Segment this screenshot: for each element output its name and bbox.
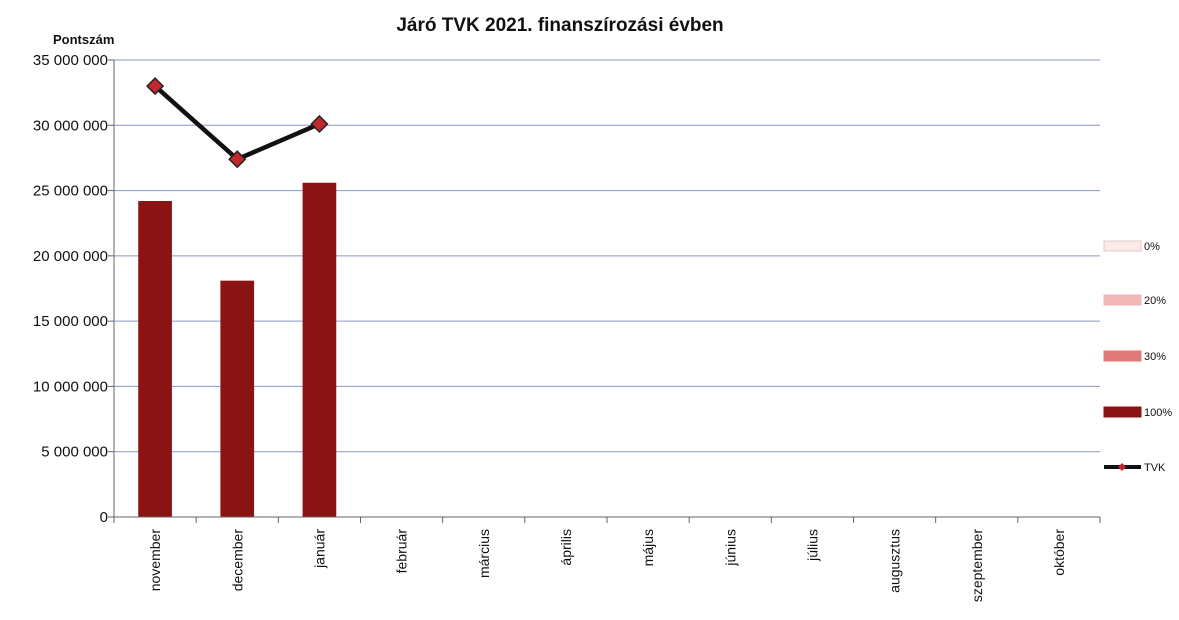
x-tick-label: június bbox=[722, 529, 738, 567]
y-tick-label: 35 000 000 bbox=[33, 52, 108, 69]
tvk-point bbox=[310, 114, 329, 134]
tvk-line-series bbox=[146, 77, 329, 169]
x-tick-labels: november december január február március ápri… bbox=[147, 529, 1067, 602]
x-tick-label: február bbox=[394, 529, 410, 574]
tvk-point bbox=[146, 77, 165, 96]
x-tick-label: augusztus bbox=[887, 529, 903, 593]
x-tick-label: július bbox=[804, 529, 820, 562]
legend-label-100pct: 100% bbox=[1144, 407, 1172, 419]
chart-title: Járó TVK 2021. finanszírozási évben bbox=[396, 15, 723, 36]
legend-swatch-20pct bbox=[1103, 294, 1142, 306]
gridlines bbox=[114, 59, 1100, 453]
x-tick-label: november bbox=[147, 529, 163, 592]
x-tick-label: január bbox=[311, 529, 327, 569]
legend-swatch-100pct bbox=[1103, 406, 1142, 418]
tvk-point bbox=[228, 150, 247, 169]
bar-series bbox=[138, 182, 337, 518]
y-tick-label: 10 000 000 bbox=[33, 378, 108, 395]
x-tick-label: április bbox=[558, 529, 574, 566]
x-tick-label: szeptember bbox=[969, 529, 985, 602]
x-tick-label: október bbox=[1051, 529, 1067, 576]
y-tick-label: 20 000 000 bbox=[33, 248, 108, 265]
legend-swatch-0pct bbox=[1103, 240, 1142, 252]
y-tick-label: 5 000 000 bbox=[41, 444, 108, 461]
x-tick-label: december bbox=[229, 529, 245, 592]
legend: 0% 20% 30% 100% TVK bbox=[1103, 240, 1172, 474]
bar-100pct bbox=[220, 280, 255, 517]
y-axis-label: Pontszám bbox=[53, 32, 114, 47]
bar-100pct bbox=[302, 182, 337, 518]
tvk-line bbox=[153, 84, 321, 162]
y-tick-label: 0 bbox=[100, 509, 108, 526]
legend-label-20pct: 20% bbox=[1144, 295, 1166, 307]
legend-marker-TVK bbox=[1118, 463, 1126, 471]
bar-100pct bbox=[138, 201, 172, 517]
y-tick-label: 30 000 000 bbox=[33, 117, 108, 134]
legend-swatch-30pct bbox=[1103, 350, 1142, 362]
legend-label-TVK: TVK bbox=[1144, 462, 1166, 474]
legend-label-0pct: 0% bbox=[1144, 241, 1160, 253]
y-tick-label: 15 000 000 bbox=[33, 313, 108, 330]
y-tick-labels: 0 5 000 000 10 000 000 15 000 000 20 000 000… bbox=[33, 52, 108, 526]
axes bbox=[108, 59, 1101, 523]
legend-label-30pct: 30% bbox=[1144, 351, 1166, 363]
x-tick-label: május bbox=[640, 529, 656, 566]
y-tick-label: 25 000 000 bbox=[33, 183, 108, 200]
x-tick-label: március bbox=[476, 529, 492, 578]
